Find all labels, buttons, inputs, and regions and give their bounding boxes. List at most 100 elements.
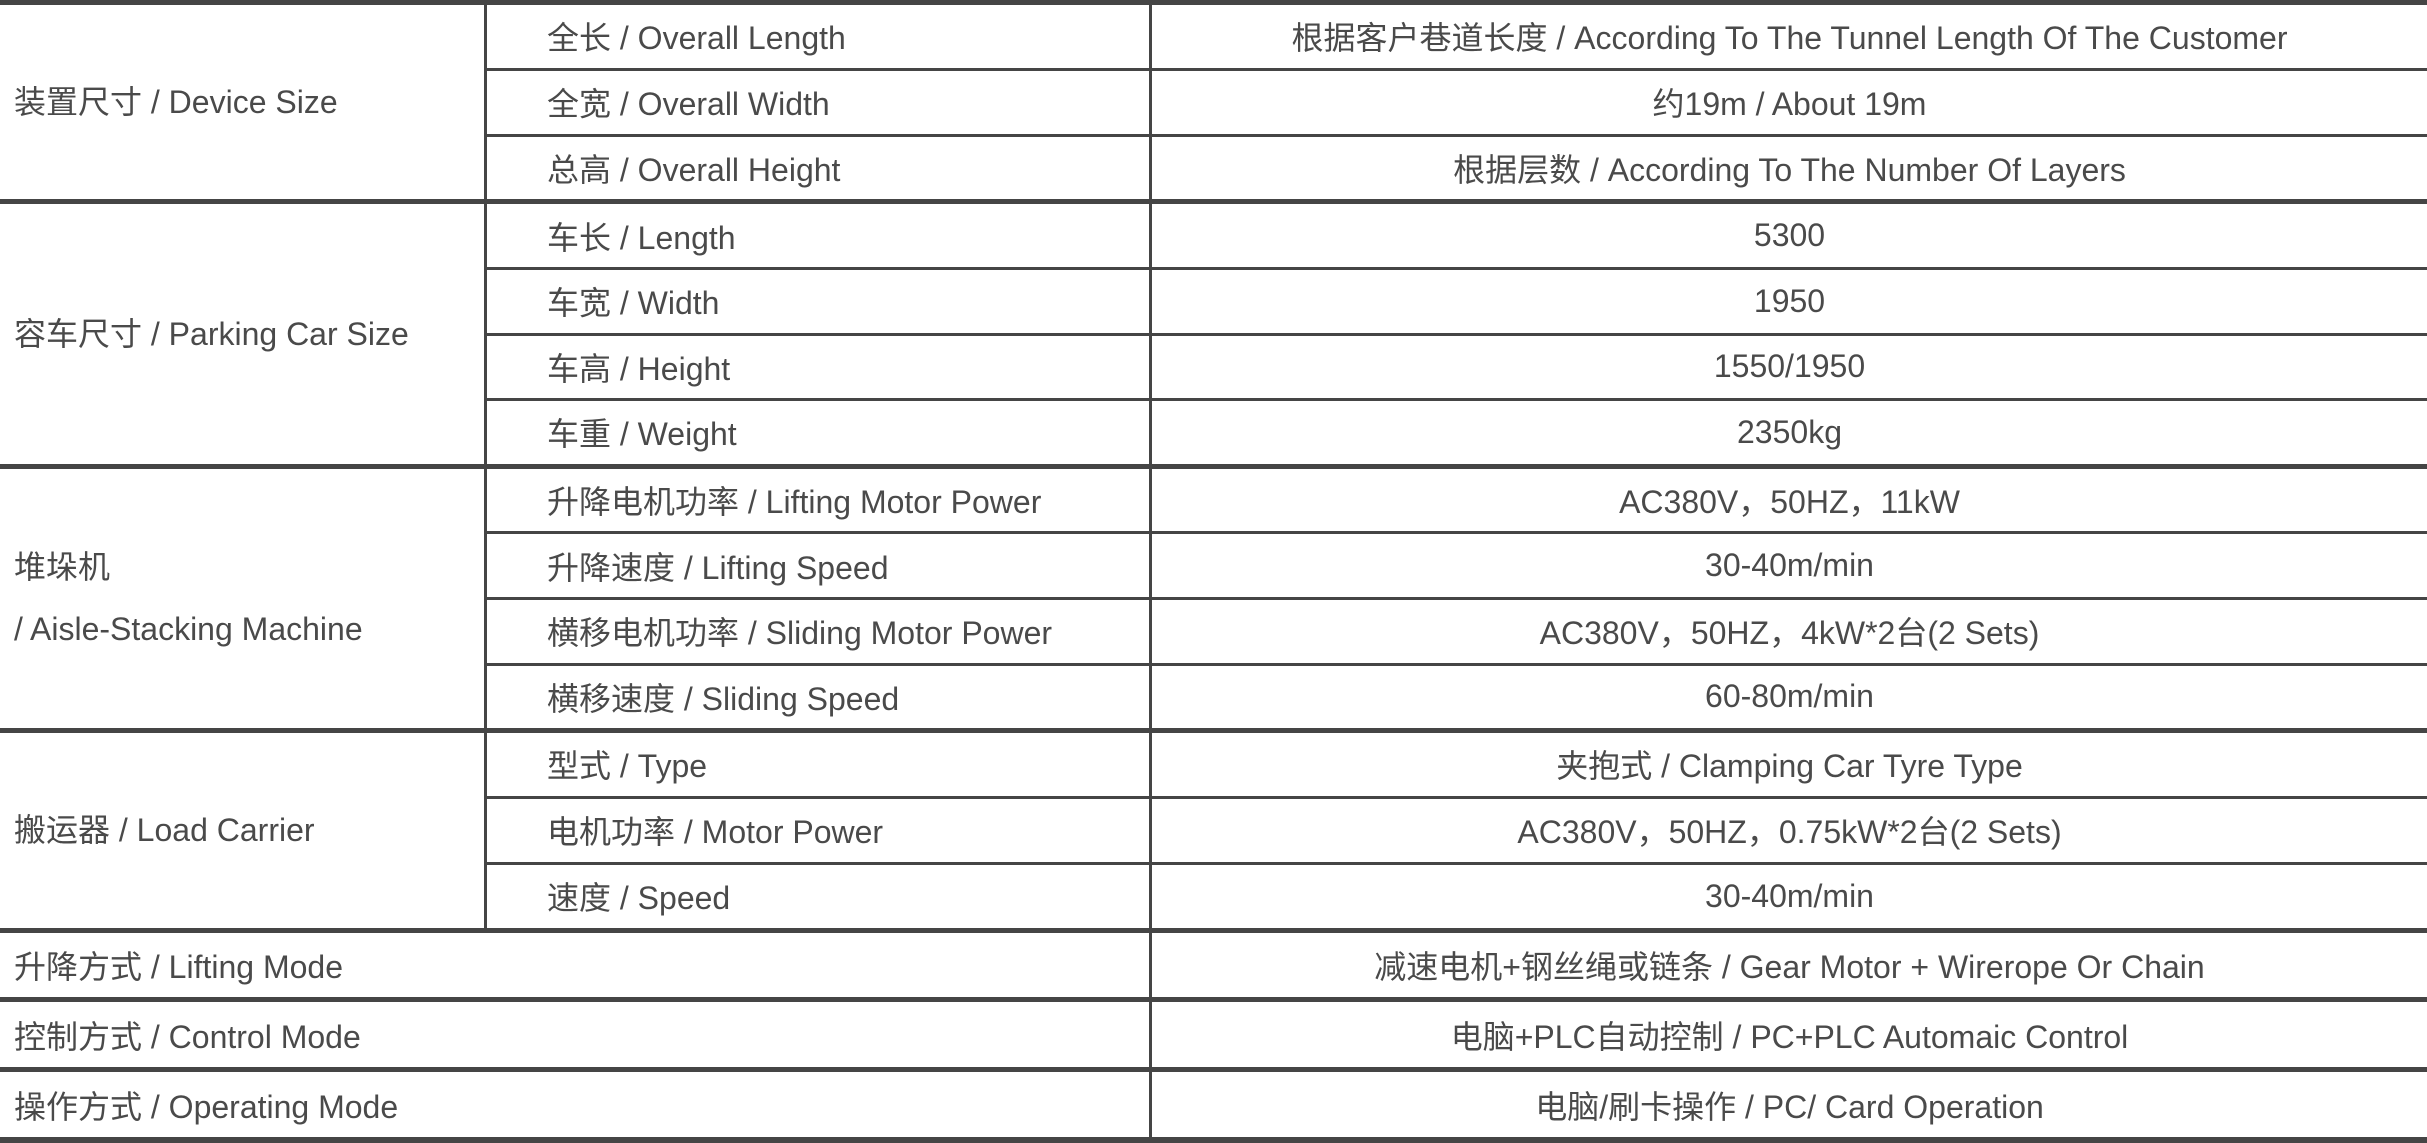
spec-value-cell: 5300 (1152, 204, 2427, 267)
spec-label: 升降方式 / Lifting Mode (14, 948, 344, 985)
spec-value: 减速电机+钢丝绳或链条 / Gear Motor + Wirerope Or C… (1374, 948, 2205, 985)
spec-value-cell: AC380V，50HZ，11kW (1152, 469, 2427, 532)
spec-label-cell: 全长 / Overall Length (487, 5, 1152, 68)
category-cell-aisle-stacking-machine: 堆垛机 / Aisle-Stacking Machine (0, 468, 487, 729)
spec-value-cell: 约19m / About 19m (1152, 71, 2427, 134)
spec-label-cell: 车宽 / Width (487, 270, 1152, 333)
section-load-carrier: 搬运器 / Load Carrier 型式 / Type 夹抱式 / Clamp… (0, 733, 2427, 933)
spec-label-cell: 车长 / Length (487, 204, 1152, 268)
spec-label-cell: 横移速度 / Sliding Speed (487, 665, 1152, 729)
spec-value: 电脑/刷卡操作 / PC/ Card Operation (1535, 1088, 2044, 1125)
spec-label-cell: 全宽 / Overall Width (487, 70, 1152, 134)
spec-value-cell: AC380V，50HZ，0.75kW*2台(2 Sets) (1152, 799, 2427, 862)
category-label: 容车尺寸 / Parking Car Size (14, 315, 409, 352)
table-row: 横移电机功率 / Sliding Motor Power AC380V，50HZ… (487, 596, 2427, 663)
spec-value: 电脑+PLC自动控制 / PC+PLC Automaic Control (1450, 1018, 2129, 1055)
table-row: 升降电机功率 / Lifting Motor Power AC380V，50HZ… (487, 468, 2427, 532)
spec-label-cell: 车重 / Weight (487, 401, 1152, 464)
spec-label: 车长 / Length (547, 219, 736, 256)
spec-label: 操作方式 / Operating Mode (14, 1088, 399, 1125)
table-row: 车长 / Length 5300 (487, 204, 2427, 268)
section-rows: 全长 / Overall Length 根据客户巷道长度 / According… (487, 5, 2427, 200)
spec-label: 车宽 / Width (547, 285, 720, 322)
spec-value: AC380V，50HZ，4kW*2台(2 Sets) (1539, 615, 2040, 652)
category-cell-parking-car-size: 容车尺寸 / Parking Car Size (0, 204, 487, 464)
spec-label: 全长 / Overall Length (547, 20, 846, 57)
spec-label: 车高 / Height (547, 350, 731, 387)
spec-label: 车重 / Weight (547, 416, 737, 453)
table-row: 全长 / Overall Length 根据客户巷道长度 / According… (487, 5, 2427, 68)
spec-value: 约19m / About 19m (1652, 86, 1927, 123)
spec-value-cell: 1950 (1152, 270, 2427, 333)
spec-label-cell: 速度 / Speed (487, 864, 1152, 928)
spec-value-cell: 夹抱式 / Clamping Car Tyre Type (1152, 733, 2427, 796)
spec-label-cell: 升降方式 / Lifting Mode (0, 932, 1152, 998)
table-row: 全宽 / Overall Width 约19m / About 19m (487, 67, 2427, 134)
table-row: 电机功率 / Motor Power AC380V，50HZ，0.75kW*2台… (487, 795, 2427, 862)
spec-label: 控制方式 / Control Mode (14, 1018, 361, 1055)
spec-label-cell: 型式 / Type (487, 733, 1152, 796)
spec-value: AC380V，50HZ，0.75kW*2台(2 Sets) (1517, 814, 2062, 851)
spec-label-cell: 电机功率 / Motor Power (487, 798, 1152, 862)
spec-value: AC380V，50HZ，11kW (1619, 484, 1960, 521)
spec-label: 型式 / Type (547, 748, 708, 785)
spec-label-cell: 操作方式 / Operating Mode (0, 1072, 1152, 1138)
spec-value-cell: 电脑/刷卡操作 / PC/ Card Operation (1152, 1072, 2427, 1137)
row-operating-mode: 操作方式 / Operating Mode 电脑/刷卡操作 / PC/ Card… (0, 1067, 2427, 1138)
section-rows: 车长 / Length 5300 车宽 / Width 1950 车高 / He… (487, 204, 2427, 464)
spec-value-cell: 根据客户巷道长度 / According To The Tunnel Lengt… (1152, 5, 2427, 68)
category-cell-load-carrier: 搬运器 / Load Carrier (0, 733, 487, 928)
spec-value-cell: 2350kg (1152, 401, 2427, 464)
spec-value-cell: 30-40m/min (1152, 865, 2427, 928)
section-rows: 升降电机功率 / Lifting Motor Power AC380V，50HZ… (487, 468, 2427, 729)
spec-value: 1950 (1753, 282, 1826, 319)
spec-value: 根据层数 / According To The Number Of Layers (1453, 152, 2126, 189)
spec-label: 横移速度 / Sliding Speed (547, 680, 900, 717)
spec-value-cell: 根据层数 / According To The Number Of Layers (1152, 137, 2427, 200)
row-control-mode: 控制方式 / Control Mode 电脑+PLC自动控制 / PC+PLC … (0, 997, 2427, 1068)
category-label-line1: 堆垛机 (14, 549, 111, 586)
spec-value-cell: 30-40m/min (1152, 534, 2427, 597)
spec-value: 60-80m/min (1705, 678, 1874, 715)
spec-label: 升降速度 / Lifting Speed (547, 549, 889, 586)
spec-value: 根据客户巷道长度 / According To The Tunnel Lengt… (1291, 20, 2288, 57)
spec-label-cell: 横移电机功率 / Sliding Motor Power (487, 599, 1152, 663)
spec-label-cell: 控制方式 / Control Mode (0, 1002, 1152, 1068)
spec-label: 全宽 / Overall Width (547, 86, 830, 123)
section-rows: 型式 / Type 夹抱式 / Clamping Car Tyre Type 电… (487, 733, 2427, 928)
spec-value: 30-40m/min (1705, 547, 1874, 584)
section-device-size: 装置尺寸 / Device Size 全长 / Overall Length 根… (0, 5, 2427, 205)
section-parking-car-size: 容车尺寸 / Parking Car Size 车长 / Length 5300… (0, 204, 2427, 469)
spec-label-cell: 升降速度 / Lifting Speed (487, 534, 1152, 597)
spec-value: 1550/1950 (1713, 348, 1866, 385)
category-label-line2: / Aisle-Stacking Machine (14, 611, 363, 648)
spec-value-cell: 60-80m/min (1152, 666, 2427, 729)
spec-value: 2350kg (1737, 413, 1842, 450)
spec-label-cell: 总高 / Overall Height (487, 136, 1152, 200)
table-row: 车宽 / Width 1950 (487, 267, 2427, 333)
table-row: 车重 / Weight 2350kg (487, 398, 2427, 464)
spec-value: 30-40m/min (1705, 877, 1874, 914)
section-aisle-stacking-machine: 堆垛机 / Aisle-Stacking Machine 升降电机功率 / Li… (0, 468, 2427, 734)
category-label: 装置尺寸 / Device Size (14, 84, 338, 121)
spec-label-cell: 车高 / Height (487, 335, 1152, 399)
spec-label: 电机功率 / Motor Power (547, 814, 884, 851)
row-lifting-mode: 升降方式 / Lifting Mode 减速电机+钢丝绳或链条 / Gear M… (0, 932, 2427, 998)
spec-value-cell: 1550/1950 (1152, 336, 2427, 399)
spec-label-cell: 升降电机功率 / Lifting Motor Power (487, 468, 1152, 532)
category-label: 搬运器 / Load Carrier (14, 812, 315, 849)
spec-value-cell: AC380V，50HZ，4kW*2台(2 Sets) (1152, 600, 2427, 663)
table-row: 总高 / Overall Height 根据层数 / According To … (487, 133, 2427, 200)
table-row: 速度 / Speed 30-40m/min (487, 861, 2427, 928)
spec-value: 夹抱式 / Clamping Car Tyre Type (1556, 748, 2023, 785)
spec-label: 横移电机功率 / Sliding Motor Power (547, 615, 1053, 652)
spec-label: 升降电机功率 / Lifting Motor Power (547, 484, 1042, 521)
table-row: 横移速度 / Sliding Speed 60-80m/min (487, 662, 2427, 729)
table-row: 车高 / Height 1550/1950 (487, 332, 2427, 399)
table-row: 升降速度 / Lifting Speed 30-40m/min (487, 531, 2427, 597)
spec-value-cell: 电脑+PLC自动控制 / PC+PLC Automaic Control (1152, 1002, 2427, 1067)
category-cell-device-size: 装置尺寸 / Device Size (0, 5, 487, 200)
spec-label: 速度 / Speed (547, 880, 731, 917)
table-row: 型式 / Type 夹抱式 / Clamping Car Tyre Type (487, 733, 2427, 796)
